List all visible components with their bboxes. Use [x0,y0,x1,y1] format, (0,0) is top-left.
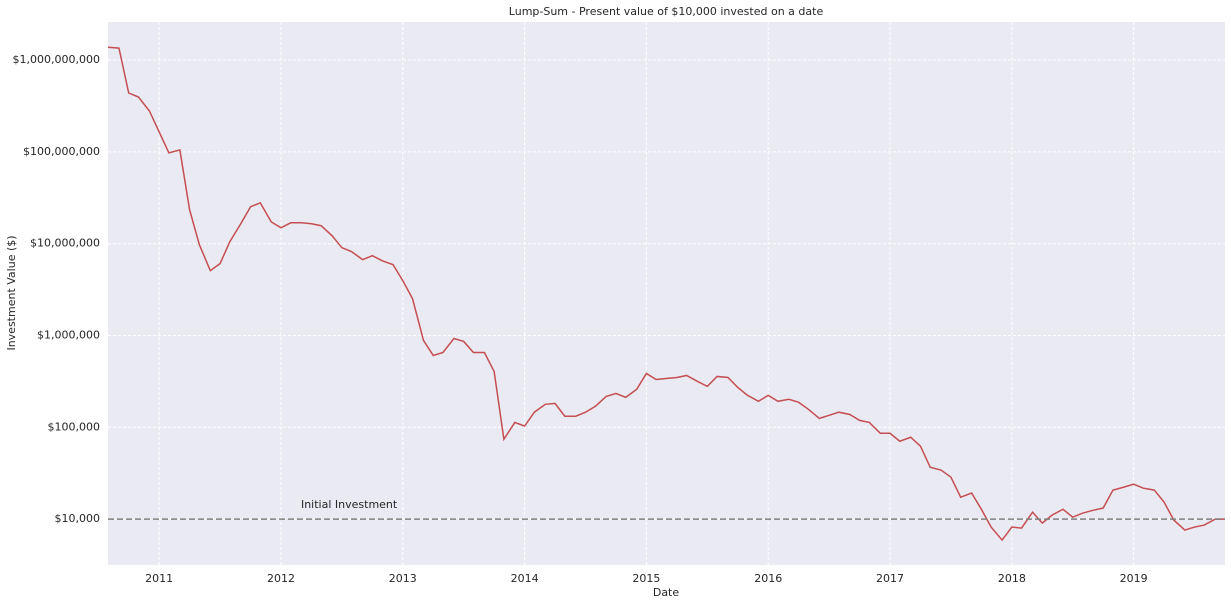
x-tick-label: 2013 [389,572,417,585]
y-tick-label: $1,000,000 [37,328,100,341]
x-axis-label: Date [653,586,680,599]
y-tick-label: $10,000,000 [30,237,100,250]
y-tick-label: $10,000 [55,512,101,525]
x-tick-label: 2015 [632,572,660,585]
y-tick-label: $100,000 [48,420,101,433]
y-tick-label: $1,000,000,000 [13,53,100,66]
x-tick-label: 2018 [998,572,1026,585]
y-axis-label: Investment Value ($) [5,235,18,350]
y-tick-label: $100,000,000 [23,145,100,158]
plot-area [108,22,1225,565]
x-tick-label: 2017 [876,572,904,585]
x-tick-label: 2012 [267,572,295,585]
x-tick-label: 2019 [1120,572,1148,585]
reference-label: Initial Investment [301,498,398,511]
x-tick-label: 2011 [145,572,173,585]
x-tick-label: 2014 [511,572,539,585]
x-tick-label: 2016 [754,572,782,585]
chart-title: Lump-Sum - Present value of $10,000 inve… [509,5,824,18]
